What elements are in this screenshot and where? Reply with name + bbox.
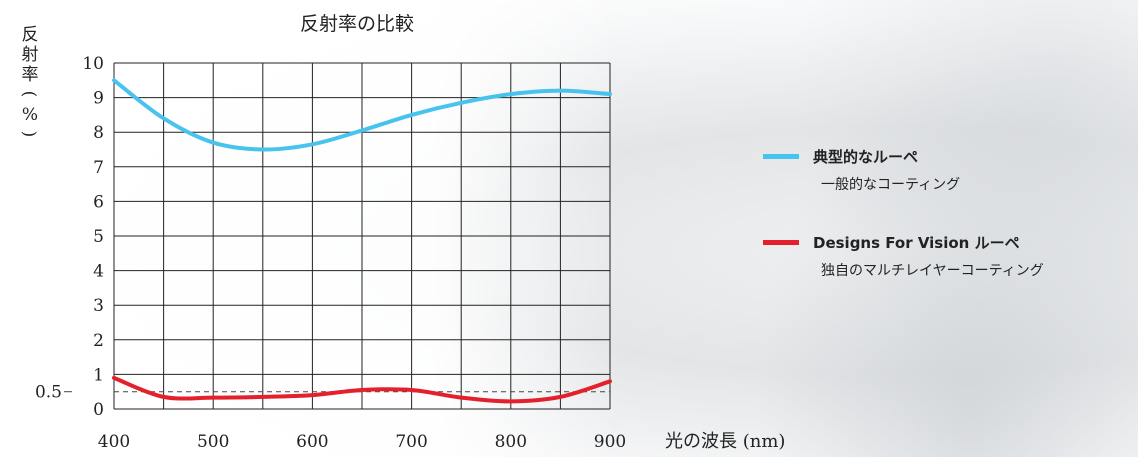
series-line-dfv: [112, 375, 612, 404]
legend-swatch-dfv: [763, 240, 799, 245]
y-tick-label: 6: [93, 192, 104, 212]
y-axis-label-char: ): [19, 131, 39, 138]
x-tick-labels: 400 500 600 700 800 900: [98, 432, 626, 452]
y-axis-label-char: %: [22, 105, 38, 125]
x-tick-label: 900: [594, 432, 626, 452]
legend-name-dfv: Designs For Vision ルーペ: [813, 234, 1020, 252]
y-tick-label: 10: [82, 54, 104, 74]
y-tick-label: 3: [93, 296, 104, 316]
legend-desc-dfv: 独自のマルチレイヤーコーティング: [821, 263, 1044, 279]
legend-item-dfv: Designs For Vision ルーペ 独自のマルチレイヤーコーティング: [763, 232, 1044, 282]
y-tick-labels: 0 1 2 3 4 5 6 7 8 9 10 0.5: [35, 54, 104, 420]
legend-desc-typical: 一般的なコーティング: [821, 177, 961, 193]
legend-item-typical: 典型的なルーペ 一般的なコーティング: [763, 146, 1044, 196]
y-axis-label-char: (: [19, 91, 39, 98]
y-axis-label-char: 射: [22, 45, 39, 65]
grid: [113, 62, 611, 410]
y-tick-label: 8: [93, 123, 104, 143]
x-tick-label: 800: [495, 432, 527, 452]
series-line-typical: [112, 78, 612, 152]
legend: 典型的なルーペ 一般的なコーティング Designs For Vision ルー…: [763, 146, 1044, 318]
y-tick-label: 5: [93, 227, 104, 247]
y-axis-label-char: 反: [22, 25, 39, 45]
x-tick-label: 700: [395, 432, 427, 452]
x-tick-label: 500: [197, 432, 229, 452]
x-axis-label: 光の波長 (nm): [665, 431, 785, 452]
y-tick-label: 9: [93, 89, 104, 109]
y-tick-label: 7: [93, 158, 104, 178]
y-tick-label: 2: [93, 331, 104, 351]
background-fade: [0, 0, 620, 457]
y-axis-label: 反射率 (%): [19, 25, 39, 137]
chart-title: 反射率の比較: [300, 13, 414, 35]
y-tick-label: 0: [93, 400, 104, 420]
legend-swatch-typical: [763, 154, 799, 159]
legend-name-typical: 典型的なルーペ: [813, 148, 919, 166]
y-tick-label-0.5: 0.5: [35, 383, 62, 403]
x-tick-label: 600: [296, 432, 328, 452]
series-lines: [112, 78, 612, 404]
y-axis-label-char: 率: [22, 65, 39, 85]
background-photo-shade: [718, 0, 1138, 457]
y-tick-label: 1: [93, 365, 104, 385]
y-tick-label: 4: [93, 262, 104, 282]
x-tick-label: 400: [98, 432, 130, 452]
